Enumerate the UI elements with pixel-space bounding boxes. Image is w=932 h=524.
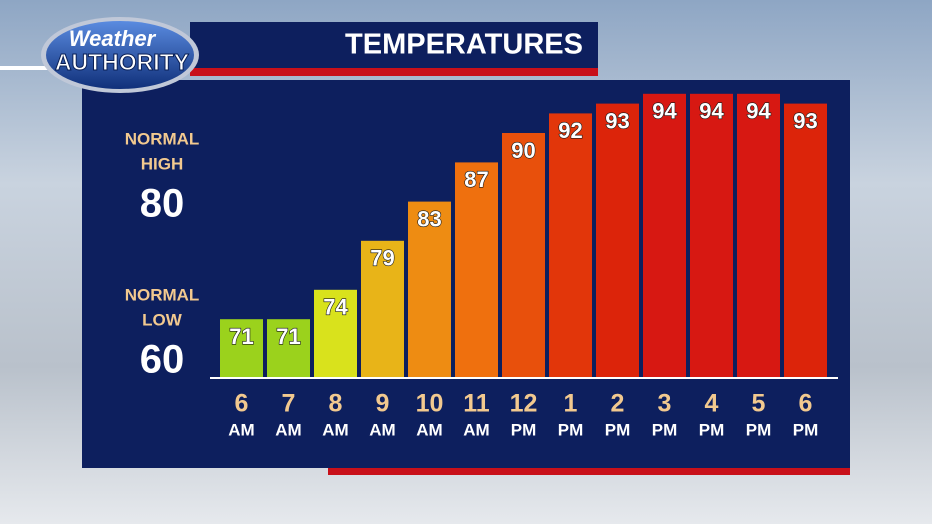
- x-tick-sublabel: PM: [793, 420, 819, 439]
- bar: [408, 201, 451, 378]
- x-tick-sublabel: PM: [699, 420, 725, 439]
- bar: [502, 133, 545, 378]
- x-tick-label: 1: [564, 390, 578, 418]
- value-label: 93: [793, 108, 817, 133]
- x-tick-sublabel: AM: [322, 420, 348, 439]
- title-strip: [190, 68, 598, 76]
- value-label: 74: [323, 295, 348, 320]
- x-tick-sublabel: AM: [416, 420, 442, 439]
- title-bar: [190, 22, 598, 68]
- bar: [549, 113, 592, 379]
- value-label: 94: [652, 99, 677, 124]
- normal-value: 80: [140, 182, 185, 226]
- x-tick-sublabel: PM: [558, 420, 584, 439]
- x-tick-sublabel: AM: [463, 420, 489, 439]
- x-tick-sublabel: PM: [511, 420, 537, 439]
- bar: [784, 103, 827, 378]
- bar: [643, 93, 686, 379]
- bar: [314, 289, 357, 378]
- value-label: 94: [699, 99, 724, 124]
- x-tick-label: 5: [752, 390, 766, 418]
- bar: [596, 103, 639, 378]
- x-tick-label: 12: [510, 390, 538, 418]
- value-label: 92: [558, 118, 582, 143]
- normal-label: LOW: [142, 310, 183, 329]
- x-tick-label: 6: [799, 390, 813, 418]
- normal-label: NORMAL: [125, 285, 200, 304]
- bar: [267, 319, 310, 378]
- value-label: 83: [417, 206, 441, 231]
- x-tick-label: 9: [376, 390, 390, 418]
- bar: [220, 319, 263, 378]
- x-tick-label: 4: [705, 390, 719, 418]
- value-label: 94: [746, 99, 771, 124]
- value-label: 90: [511, 138, 535, 163]
- x-tick-label: 8: [329, 390, 343, 418]
- x-tick-sublabel: AM: [275, 420, 301, 439]
- bar: [455, 162, 498, 378]
- x-tick-label: 2: [611, 390, 625, 418]
- value-label: 79: [370, 246, 394, 271]
- x-tick-label: 11: [463, 390, 490, 418]
- value-label: 93: [605, 108, 629, 133]
- x-tick-sublabel: AM: [228, 420, 254, 439]
- logo-bottom: AUTHORITY: [55, 49, 189, 75]
- x-tick-label: 6: [235, 390, 249, 418]
- x-tick-label: 10: [416, 390, 444, 418]
- x-tick-sublabel: PM: [605, 420, 631, 439]
- bar: [737, 93, 780, 379]
- x-tick-label: 3: [658, 390, 672, 418]
- normal-value: 60: [140, 338, 185, 382]
- chart-title: TEMPERATURES: [345, 29, 583, 61]
- bar: [690, 93, 733, 379]
- bottom-strip: [328, 468, 850, 475]
- normal-label: HIGH: [141, 154, 184, 173]
- x-tick-label: 7: [282, 390, 296, 418]
- x-tick-sublabel: PM: [652, 420, 678, 439]
- logo-top: Weather: [69, 26, 157, 51]
- bar: [361, 240, 404, 378]
- value-label: 71: [276, 324, 300, 349]
- normal-label: NORMAL: [125, 129, 200, 148]
- value-label: 71: [229, 324, 253, 349]
- x-tick-sublabel: AM: [369, 420, 395, 439]
- logo: [46, 21, 194, 89]
- x-tick-sublabel: PM: [746, 420, 772, 439]
- value-label: 87: [464, 167, 488, 192]
